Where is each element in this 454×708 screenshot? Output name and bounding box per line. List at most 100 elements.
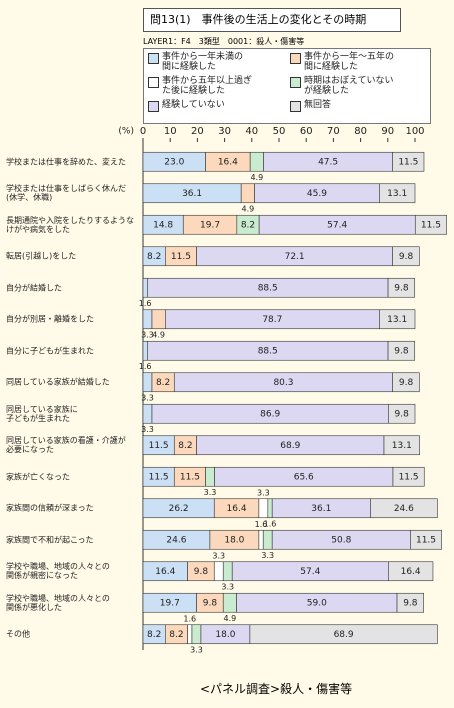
data-label: 3.3 [141,425,154,434]
data-label: 11.5 [398,157,418,167]
y-tick-label: 自分に子どもが生まれた [6,346,94,356]
bar-segment [410,529,442,550]
bar-segment [388,561,434,582]
bar-segment [258,529,264,550]
data-label: 3.3 [190,645,203,654]
bar-segment [392,466,425,487]
data-label: 14.8 [153,220,173,230]
bar-segment [387,277,416,298]
data-label: 9.8 [403,598,418,608]
chart-title: 問13(1) 事件後の生活上の変化とその時期 [143,8,401,32]
bar-segment [142,309,153,330]
data-label: 86.9 [260,409,280,419]
legend-swatch [290,77,301,88]
bar-segment [258,498,269,519]
data-label: 3.3 [221,582,234,591]
data-label: 9.8 [394,346,409,356]
bar-segment [388,403,416,424]
data-label: 4.9 [224,614,237,623]
bar-segment [142,372,153,393]
data-label: 11.5 [149,441,169,451]
x-tick-label: 20 [191,126,204,137]
data-label: 78.7 [262,315,282,325]
data-label: 19.7 [160,598,180,608]
data-label: 57.4 [300,567,320,577]
data-label: 88.5 [258,283,278,293]
x-tick-label: 80 [354,126,367,137]
legend-entry: 時期はおぼえていない が経験した [290,76,394,96]
data-label: 19.7 [200,220,220,230]
data-label: 65.6 [294,472,314,482]
bar-segment [383,435,420,456]
bar-segment [414,214,447,235]
data-label: 11.5 [171,252,191,262]
bar-segment [142,340,148,361]
data-label: 1.6 [139,362,152,371]
data-label: 18.0 [224,535,244,545]
data-label: 68.9 [334,630,354,640]
y-tick-label: 家族間で不和が起こった [6,535,94,545]
data-label: 13.1 [387,315,407,325]
data-label: 4.9 [152,330,165,339]
data-label: 45.9 [307,189,327,199]
y-tick-label: 家族が亡くなった [6,472,70,482]
y-tick-label: 学校または仕事を辞めた、変えた [6,157,126,167]
data-label: 80.3 [273,378,293,388]
legend-entry: 事件から五年以上過ぎ た後に経験した [148,76,252,96]
data-label: 1.6 [264,519,277,528]
bar-segment [267,498,273,519]
x-tick-label: 90 [381,126,394,137]
bar-segment [396,592,425,613]
bar-segment [392,372,420,393]
data-label: 8.2 [169,630,183,640]
bar-segment [142,403,153,424]
x-unit: (%) [118,127,134,137]
bar-segment [387,340,416,361]
data-label: 26.2 [169,504,189,514]
chart-subtitle: LAYER1：F4 3類型 0001：殺人・傷害等 [143,37,305,46]
bar-segment [392,151,425,172]
data-label: 59.0 [307,598,327,608]
data-label: 16.4 [401,567,421,577]
data-label: 11.5 [399,472,419,482]
data-label: 9.8 [194,567,209,577]
legend-swatch [290,53,301,64]
y-tick-label: 転居(引越し)をした [6,251,77,261]
data-label: 36.1 [182,189,202,199]
legend-swatch [148,53,159,64]
data-label: 1.6 [183,614,196,623]
data-label: 68.9 [280,441,300,451]
legend-swatch [148,101,159,112]
bar-segment [213,561,224,582]
bar-segment [379,183,416,204]
x-tick-label: 70 [327,126,340,137]
data-label: 11.5 [180,472,200,482]
data-label: 9.8 [399,252,414,262]
data-label: 88.5 [258,346,278,356]
legend-entry: 事件から一年～五年の 間に経験した [290,52,394,72]
bar-segment [222,592,237,613]
y-tick-label: 自分が結婚した [6,283,62,293]
x-tick-label: 60 [300,126,313,137]
data-label: 13.1 [392,441,412,451]
bar-segment [370,498,438,519]
bar-segment [249,624,438,645]
legend-swatch [148,77,159,88]
bar-segment [205,466,215,487]
x-tick-label: 100 [405,126,424,137]
y-tick-label: 自分が別居・離婚をした [6,314,94,324]
bar-segment [191,624,202,645]
legend: 事件から一年未満の 間に経験した 事件から一年～五年の 間に経験した 事件から五年以… [143,48,431,124]
x-tick-label: 10 [164,126,177,137]
y-tick-label: 学校または仕事をしばらく休んだ (休学、休職) [6,184,126,203]
legend-swatch [290,101,301,112]
data-label: 4.9 [250,173,263,182]
legend-entry: 無回答 [290,100,331,112]
x-tick-label: 0 [140,126,146,137]
y-tick-label: 学校や職場、地域の人々との 関係が悪化した [6,593,110,612]
data-label: 3.3 [204,488,217,497]
bar-segment [187,624,193,645]
data-label: 3.3 [261,551,274,560]
